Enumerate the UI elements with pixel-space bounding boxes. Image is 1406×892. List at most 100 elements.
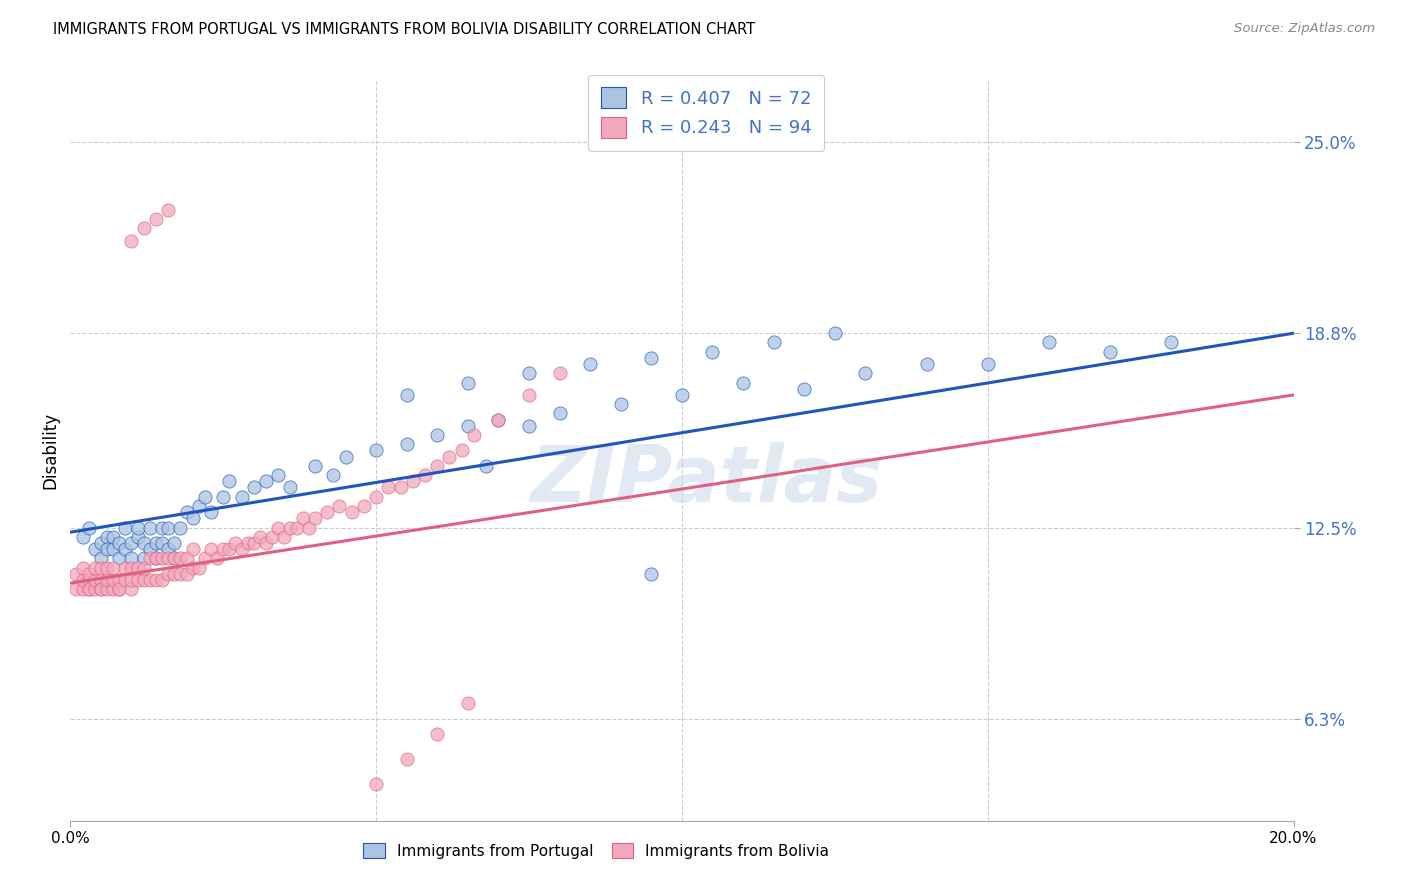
Point bbox=[121, 573, 143, 587]
Point bbox=[108, 582, 131, 597]
Point bbox=[254, 475, 277, 489]
Point bbox=[90, 551, 112, 566]
Point bbox=[127, 530, 149, 544]
Point bbox=[108, 536, 131, 550]
Point bbox=[77, 573, 100, 587]
Point bbox=[157, 551, 180, 566]
Point bbox=[450, 443, 472, 458]
Point bbox=[243, 536, 266, 550]
Point bbox=[824, 326, 846, 341]
Point bbox=[517, 367, 540, 381]
Point bbox=[328, 499, 350, 513]
Point bbox=[163, 551, 186, 566]
Point bbox=[236, 536, 259, 550]
Point bbox=[121, 582, 143, 597]
Point bbox=[83, 573, 105, 587]
Point bbox=[169, 520, 191, 534]
Point bbox=[150, 536, 173, 550]
Point bbox=[194, 490, 217, 504]
Point bbox=[181, 560, 204, 574]
Point bbox=[366, 443, 388, 458]
Point bbox=[163, 536, 186, 550]
Point bbox=[793, 382, 815, 396]
Point bbox=[640, 566, 662, 581]
Point bbox=[176, 566, 198, 581]
Y-axis label: Disability: Disability bbox=[41, 412, 59, 489]
Point bbox=[96, 582, 118, 597]
Point bbox=[139, 542, 162, 557]
Point bbox=[395, 437, 418, 451]
Point bbox=[96, 573, 118, 587]
Point bbox=[915, 357, 938, 371]
Point bbox=[163, 566, 186, 581]
Point bbox=[145, 551, 167, 566]
Point bbox=[139, 520, 162, 534]
Point bbox=[169, 566, 191, 581]
Point bbox=[254, 536, 277, 550]
Point bbox=[316, 505, 339, 519]
Point bbox=[579, 357, 602, 371]
Point bbox=[243, 480, 266, 494]
Point bbox=[157, 566, 180, 581]
Point bbox=[65, 566, 87, 581]
Point bbox=[285, 520, 308, 534]
Point bbox=[90, 582, 112, 597]
Point bbox=[671, 388, 693, 402]
Point bbox=[733, 376, 755, 390]
Point bbox=[475, 458, 498, 473]
Point bbox=[176, 551, 198, 566]
Point bbox=[163, 551, 186, 566]
Point bbox=[114, 560, 136, 574]
Point bbox=[366, 776, 388, 791]
Point bbox=[176, 505, 198, 519]
Point bbox=[145, 212, 167, 227]
Point bbox=[194, 551, 217, 566]
Point bbox=[762, 335, 785, 350]
Point bbox=[218, 542, 240, 557]
Point bbox=[640, 351, 662, 365]
Point bbox=[77, 582, 100, 597]
Point bbox=[280, 520, 302, 534]
Point bbox=[139, 573, 162, 587]
Point bbox=[322, 468, 344, 483]
Point bbox=[231, 542, 253, 557]
Point bbox=[291, 511, 314, 525]
Point bbox=[90, 573, 112, 587]
Point bbox=[205, 551, 228, 566]
Point bbox=[610, 397, 633, 411]
Point bbox=[132, 573, 155, 587]
Point bbox=[72, 530, 94, 544]
Point bbox=[395, 752, 418, 766]
Point bbox=[1160, 335, 1182, 350]
Point bbox=[108, 551, 131, 566]
Point bbox=[132, 221, 155, 235]
Point bbox=[218, 475, 240, 489]
Point bbox=[127, 520, 149, 534]
Point bbox=[150, 573, 173, 587]
Point bbox=[426, 727, 449, 741]
Point bbox=[96, 560, 118, 574]
Point bbox=[280, 480, 302, 494]
Point bbox=[457, 376, 479, 390]
Point bbox=[413, 468, 436, 483]
Point bbox=[139, 551, 162, 566]
Point bbox=[83, 560, 105, 574]
Point bbox=[212, 490, 235, 504]
Text: Source: ZipAtlas.com: Source: ZipAtlas.com bbox=[1234, 22, 1375, 36]
Point bbox=[114, 520, 136, 534]
Point bbox=[72, 582, 94, 597]
Point bbox=[1099, 344, 1122, 359]
Point bbox=[340, 505, 363, 519]
Point bbox=[200, 505, 222, 519]
Point bbox=[72, 573, 94, 587]
Point bbox=[517, 388, 540, 402]
Point bbox=[83, 542, 105, 557]
Point bbox=[65, 582, 87, 597]
Point bbox=[548, 367, 571, 381]
Point bbox=[212, 542, 235, 557]
Point bbox=[976, 357, 998, 371]
Point bbox=[181, 511, 204, 525]
Point bbox=[132, 551, 155, 566]
Point bbox=[101, 560, 124, 574]
Point bbox=[187, 560, 209, 574]
